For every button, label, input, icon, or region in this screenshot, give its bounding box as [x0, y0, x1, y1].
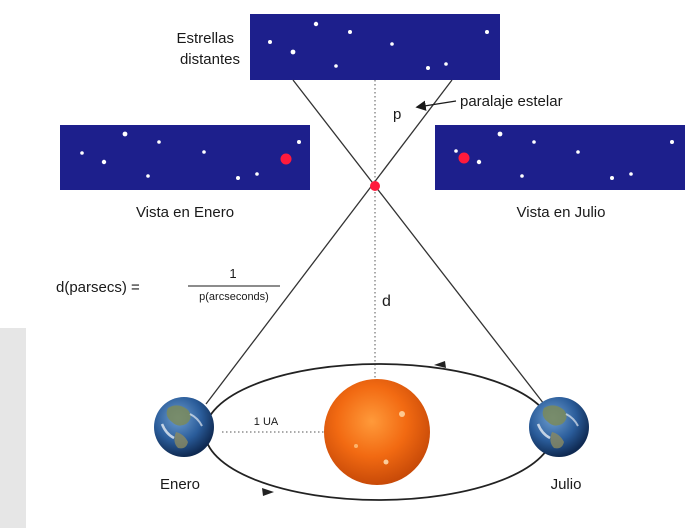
earth-january [154, 397, 214, 457]
parallax-arrow [415, 100, 457, 111]
sight-lines [205, 79, 545, 405]
parallax-symbol: p [393, 106, 401, 123]
earth-january-label: Enero [160, 476, 200, 493]
january-view-panel [60, 125, 310, 190]
distant-stars-label-line2: distantes [180, 51, 240, 68]
sun [324, 379, 430, 485]
view-july-label: Vista en Julio [517, 204, 606, 221]
au-label: 1 UA [254, 416, 279, 428]
distant-stars-panel [250, 14, 500, 80]
target-star-july [458, 152, 470, 164]
july-view-panel [435, 125, 685, 190]
orbit-arrow-top [434, 361, 446, 368]
earth-july [529, 397, 589, 457]
view-january-label: Vista en Enero [136, 204, 234, 221]
left-gray-panel [0, 328, 26, 528]
formula-lhs: d(parsecs) = [56, 279, 140, 296]
distant-stars-label-line1: Estrellas [176, 30, 234, 47]
parallax-label: paralaje estelar [460, 93, 563, 110]
formula-numerator: 1 [229, 266, 236, 281]
orbit-arrow-bottom [262, 488, 274, 496]
earth-july-label: Julio [551, 476, 582, 493]
formula-denominator: p(arcseconds) [199, 291, 269, 303]
target-star-january [280, 153, 292, 165]
nearby-star [370, 181, 380, 191]
distance-symbol: d [382, 293, 391, 310]
